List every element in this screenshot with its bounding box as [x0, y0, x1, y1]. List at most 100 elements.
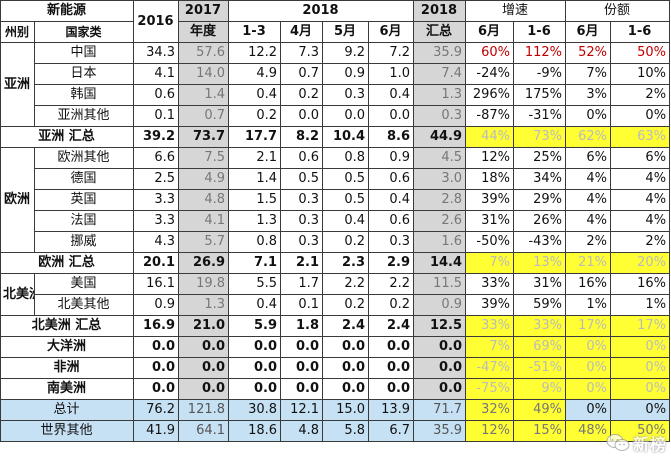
value-cell: 8.2 [280, 126, 324, 148]
value-cell: 73.7 [178, 126, 230, 148]
watermark: 新榜 [597, 426, 667, 460]
value-cell: 1% [565, 294, 612, 316]
value-cell: -43% [513, 231, 567, 253]
value-cell: 57.6 [178, 42, 230, 64]
value-cell: 26.9 [178, 252, 230, 274]
value-cell: 0.0 [413, 378, 467, 400]
subtotal-row: 欧洲 汇总 20.1 26.9 7.1 2.1 2.3 2.9 14.4 7% 13% 21% 20% [0, 252, 671, 274]
value-cell: -87% [465, 105, 515, 127]
value-cell: 0.6 [368, 168, 415, 190]
value-cell: 31% [465, 210, 515, 232]
value-cell: 0.2 [322, 231, 370, 253]
value-cell: 2% [565, 231, 612, 253]
header-jun: 6月 [368, 21, 415, 43]
country-label: 挪威 [33, 231, 135, 253]
value-cell: 0.0 [280, 105, 324, 127]
country-row: 日本 4.1 14.0 4.9 0.7 0.9 1.0 7.4 -24% -9% 7% 10% [1, 63, 671, 85]
value-cell: 4% [565, 189, 612, 211]
header-2018: 2018 [228, 0, 415, 22]
country-label: 北美其他 [33, 294, 135, 316]
value-cell: 13% [513, 252, 567, 274]
value-cell: 34% [513, 168, 567, 190]
value-cell: 0.0 [178, 336, 230, 358]
value-cell: 0.2 [228, 105, 282, 127]
header-apr: 4月 [280, 21, 324, 43]
value-cell: 7% [465, 336, 515, 358]
value-cell: 2.6 [413, 210, 467, 232]
value-cell: 39% [465, 189, 515, 211]
value-cell: 0.8 [322, 147, 370, 169]
value-cell: 25% [513, 147, 567, 169]
subtotal-row: 南美洲 0.0 0.0 0.0 0.0 0.0 0.0 0.0 -75% 9% 0% 0% [0, 378, 671, 400]
value-cell: 34.3 [133, 42, 180, 64]
subtotal-row: 非洲 0.0 0.0 0.0 0.0 0.0 0.0 0.0 -47% -51% 0% 0% [0, 357, 671, 379]
value-cell: 0.6 [368, 210, 415, 232]
country-row: 挪威 4.3 5.7 0.8 0.3 0.2 0.3 1.6 -50% -43% 2% 2% [1, 231, 671, 253]
value-cell: 2.5 [133, 168, 180, 190]
value-cell: 18.6 [228, 420, 282, 442]
header-share-jun: 6月 [565, 21, 612, 43]
value-cell: 0.5 [280, 168, 324, 190]
value-cell: 0.0 [322, 357, 370, 379]
value-cell: 49% [513, 399, 567, 421]
value-cell: 1% [610, 294, 671, 316]
value-cell: 62% [565, 126, 612, 148]
value-cell: 0.1 [133, 105, 180, 127]
value-cell: 3.3 [133, 189, 180, 211]
value-cell: 7.3 [280, 42, 324, 64]
value-cell: 1.4 [178, 84, 230, 106]
value-cell: 0.0 [133, 378, 180, 400]
value-cell: 0.0 [413, 357, 467, 379]
value-cell: 2.9 [368, 252, 415, 274]
value-cell: 5.8 [322, 420, 370, 442]
value-cell: 0.4 [368, 84, 415, 106]
header-growth-jun: 6月 [465, 21, 515, 43]
value-cell: 5.7 [178, 231, 230, 253]
value-cell: 0.0 [368, 336, 415, 358]
value-cell: 50% [610, 420, 671, 442]
value-cell: 0.0 [280, 378, 324, 400]
country-row: 韩国 0.6 1.4 0.4 0.2 0.3 0.4 1.3 296% 175% 3% 2% [1, 84, 671, 106]
value-cell: 6.6 [133, 147, 180, 169]
value-cell: 0.4 [228, 294, 282, 316]
value-cell: 0.0 [280, 336, 324, 358]
value-cell: -47% [465, 357, 515, 379]
value-cell: 39.2 [133, 126, 180, 148]
country-label: 欧洲其他 [33, 147, 135, 169]
value-cell: 0% [565, 336, 612, 358]
value-cell: -75% [465, 378, 515, 400]
value-cell: 0.0 [178, 357, 230, 379]
value-cell: 52% [565, 42, 612, 64]
subtotal-label: 亚洲 汇总 [0, 126, 135, 148]
value-cell: 0% [610, 357, 671, 379]
value-cell: 64.1 [178, 420, 230, 442]
value-cell: 35.9 [413, 420, 467, 442]
value-cell: 63% [610, 126, 671, 148]
value-cell: 7.1 [228, 252, 282, 274]
region-label: 欧洲 [0, 147, 35, 253]
header-jan-mar: 1-3 [228, 21, 282, 43]
value-cell: 0.0 [322, 336, 370, 358]
country-row: 欧洲 欧洲其他 6.6 7.5 2.1 0.6 0.8 0.9 4.5 12% 25% 6% 6% [0, 147, 671, 253]
value-cell: 0.3 [322, 84, 370, 106]
value-cell: 5.9 [228, 315, 282, 337]
country-label: 英国 [33, 189, 135, 211]
subtotal-row: 亚洲 汇总 39.2 73.7 17.7 8.2 10.4 8.6 44.9 44% 73% 62%… [0, 126, 671, 148]
value-cell: 16% [610, 273, 671, 295]
value-cell: 0.9 [368, 147, 415, 169]
value-cell: 12% [465, 420, 515, 442]
value-cell: 33% [465, 315, 515, 337]
value-cell: 0.6 [133, 84, 180, 106]
header-2016: 2016 [133, 0, 180, 43]
value-cell: 7.2 [368, 42, 415, 64]
watermark-text: 新榜 [632, 435, 667, 454]
value-cell: 59% [513, 294, 567, 316]
total-row: 世界其他 41.9 64.1 18.6 4.8 5.8 6.7 35.9 12% 15% 48% 50… [0, 420, 671, 442]
value-cell: 1.4 [228, 168, 282, 190]
value-cell: 0.9 [413, 294, 467, 316]
value-cell: 0.1 [280, 294, 324, 316]
subtotal-label: 大洋洲 [0, 336, 135, 358]
value-cell: 0.3 [413, 105, 467, 127]
region-label: 北美洲 [0, 273, 35, 316]
value-cell: 296% [465, 84, 515, 106]
